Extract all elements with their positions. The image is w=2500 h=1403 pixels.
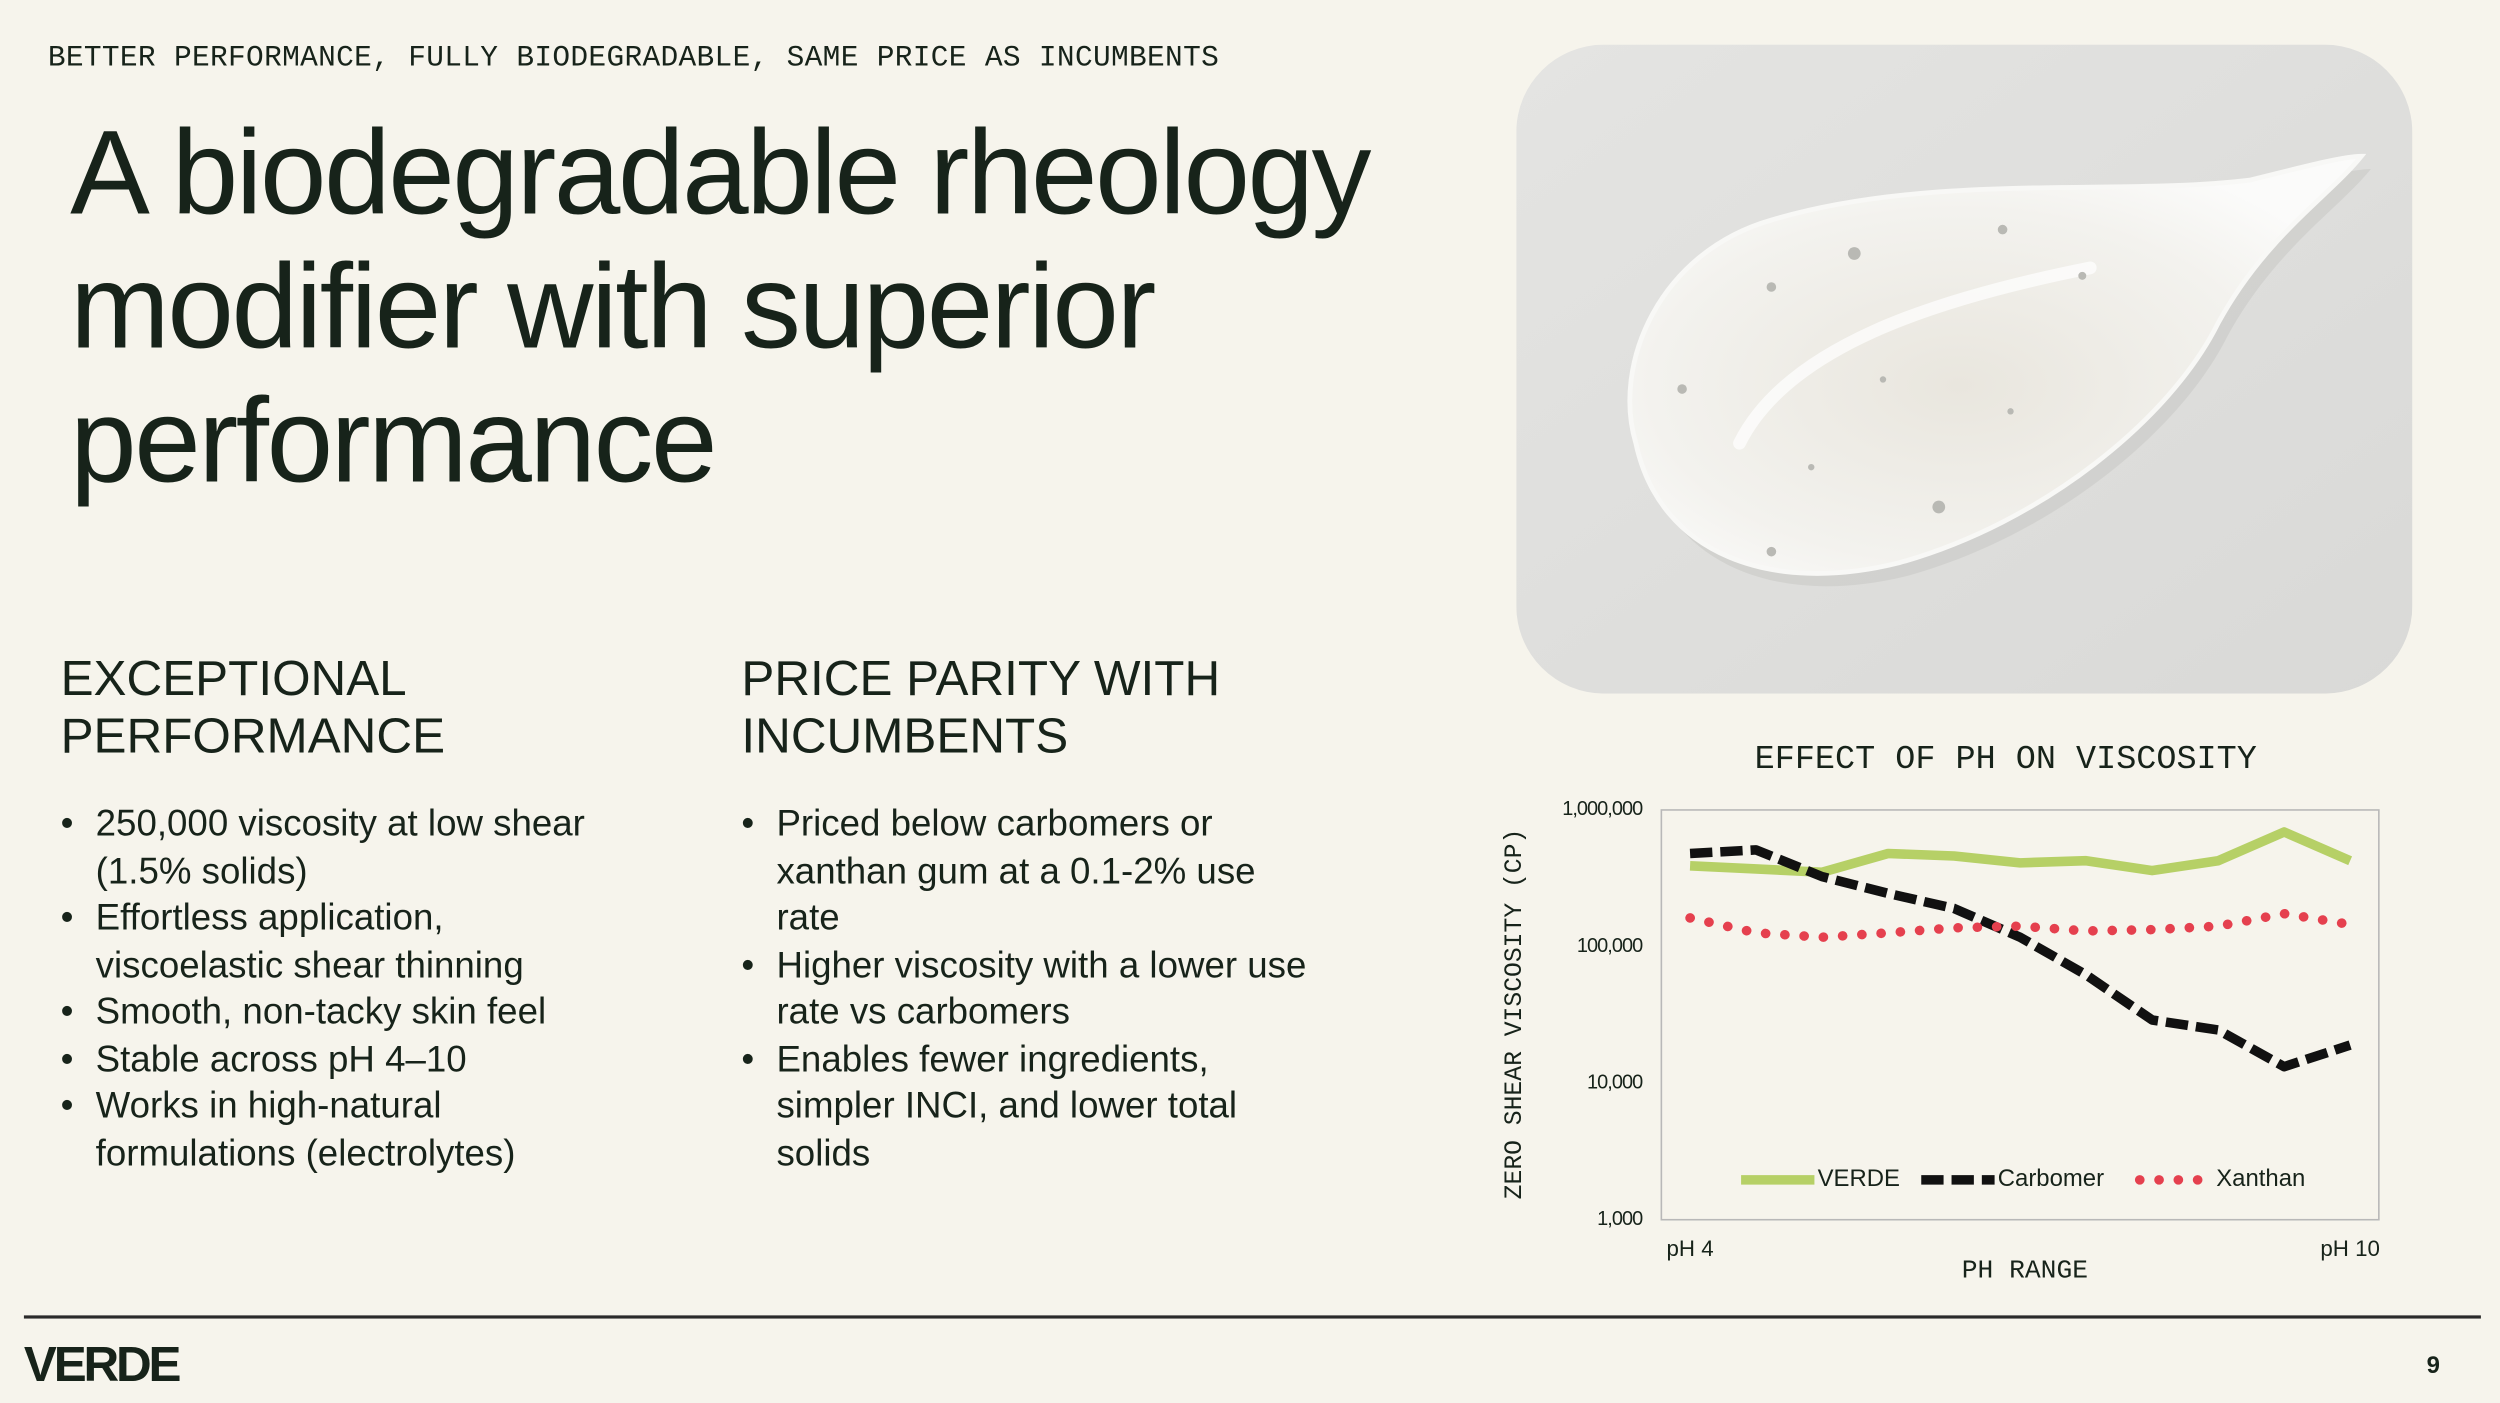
y-tick-label: 10,000 (1587, 1071, 1643, 1093)
y-tick-label: 1,000 (1597, 1208, 1643, 1230)
bullet: 250,000 viscosity at low shear (1.5% sol… (61, 800, 638, 894)
y-tick-label: 1,000,000 (1562, 798, 1643, 820)
bullet: Priced below carbomers or xanthan gum at… (741, 800, 1326, 941)
bullet: Works in high-natural formulations (elec… (61, 1083, 638, 1177)
product-photo (1516, 44, 2413, 694)
bullet-list: 250,000 viscosity at low shear (1.5% sol… (61, 800, 638, 1176)
bullet: Enables fewer ingredients, simpler INCI,… (741, 1036, 1326, 1177)
bullet-list: Priced below carbomers or xanthan gum at… (741, 800, 1326, 1176)
chart: EFFECT OF PH ON VISCOSITY ZERO SHEAR VIS… (1501, 741, 2380, 1286)
bullet: Smooth, non-tacky skin feel (61, 989, 638, 1036)
bullet: Stable across pH 4–10 (61, 1036, 638, 1083)
chart-title: EFFECT OF PH ON VISCOSITY (1755, 741, 2257, 779)
logo: VERDE (23, 1336, 182, 1392)
legend-label: Carbomer (1998, 1165, 2104, 1192)
plot-frame (1660, 809, 2380, 1221)
page-number: 9 (2426, 1352, 2440, 1380)
y-axis-label: ZERO SHEAR VISCOSITY (CP) (1501, 829, 1529, 1200)
section-heading: EXCEPTIONAL PERFORMANCE (60, 650, 446, 764)
footer-rule (23, 1315, 2481, 1318)
bullet: Effortless application, viscoelastic she… (61, 894, 638, 988)
x-axis-label: PH RANGE (1962, 1256, 2088, 1286)
series-line (1685, 908, 2355, 943)
kicker: BETTER PERFORMANCE, FULLY BIODEGRADABLE,… (47, 41, 1220, 75)
series-line (1689, 845, 2352, 1072)
y-tick-label: 100,000 (1577, 935, 1643, 957)
legend-label: Xanthan (2216, 1165, 2305, 1192)
section-heading: PRICE PARITY WITH INCUMBENTS (741, 650, 1221, 764)
series-line (1689, 827, 2353, 878)
x-tick-label: pH 10 (2320, 1236, 2380, 1261)
legend-label: VERDE (1818, 1165, 1900, 1192)
bullet: Higher viscosity with a lower use rate v… (741, 941, 1326, 1035)
x-tick-label: pH 4 (1666, 1236, 1713, 1261)
title: A biodegradable rheology modifier with s… (70, 105, 1371, 508)
